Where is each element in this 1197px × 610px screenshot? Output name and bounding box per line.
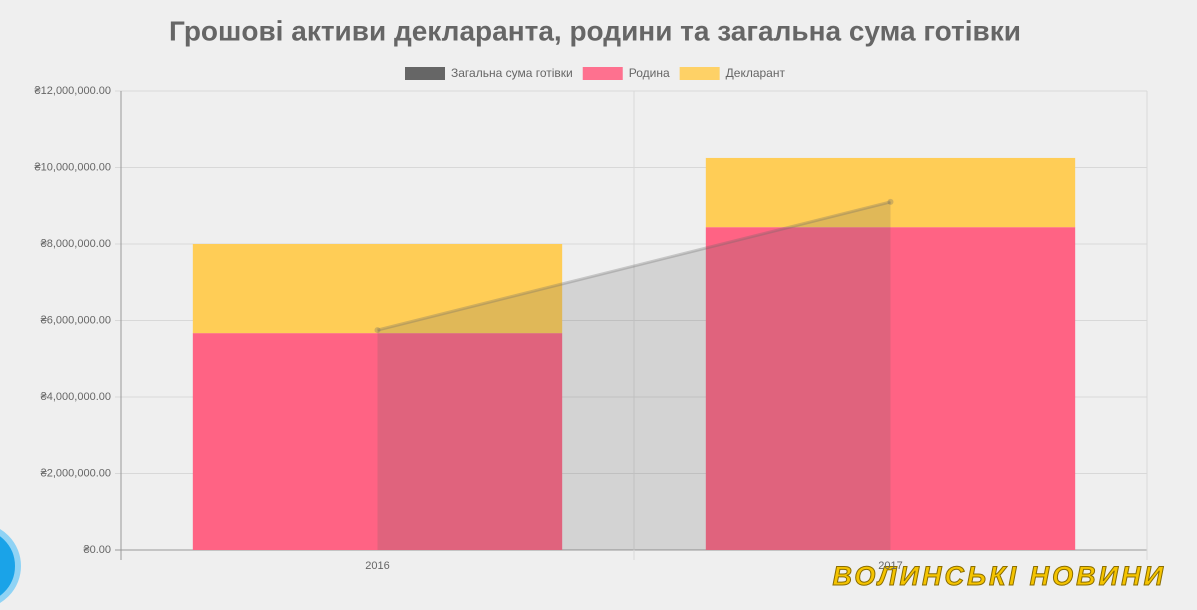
line-area (377, 201, 891, 551)
y-tick-label: ₴8,000,000.00 (41, 238, 111, 250)
watermark: ВОЛИНСЬКІ НОВИНИ (833, 561, 1167, 591)
legend-swatch (405, 67, 446, 80)
line-point (374, 327, 381, 334)
bar (705, 157, 1076, 228)
legend-swatch (679, 67, 720, 80)
y-tick-label: ₴4,000,000.00 (41, 391, 111, 403)
bar (705, 227, 1076, 551)
legend-swatch (582, 67, 623, 80)
x-tick-label: 2017 (878, 560, 902, 572)
bar (192, 333, 563, 550)
legend-label: Загальна сума готівки (451, 66, 573, 80)
line (377, 200, 891, 332)
y-tick-label: ₴0.00 (83, 544, 111, 556)
y-tick-label: ₴10,000,000.00 (35, 161, 111, 173)
y-tick-label: ₴12,000,000.00 (35, 85, 111, 97)
legend-label: Родина (629, 66, 670, 80)
line-point (887, 198, 894, 205)
y-tick-label: ₴2,000,000.00 (41, 467, 111, 479)
y-tick-label: ₴6,000,000.00 (41, 314, 111, 326)
chart-title: Грошові активи декларанта, родини та заг… (169, 15, 1021, 46)
x-tick-label: 2016 (365, 560, 389, 572)
decoration-circle (0, 529, 21, 603)
legend-label: Декларант (726, 66, 786, 80)
bar (192, 244, 563, 334)
